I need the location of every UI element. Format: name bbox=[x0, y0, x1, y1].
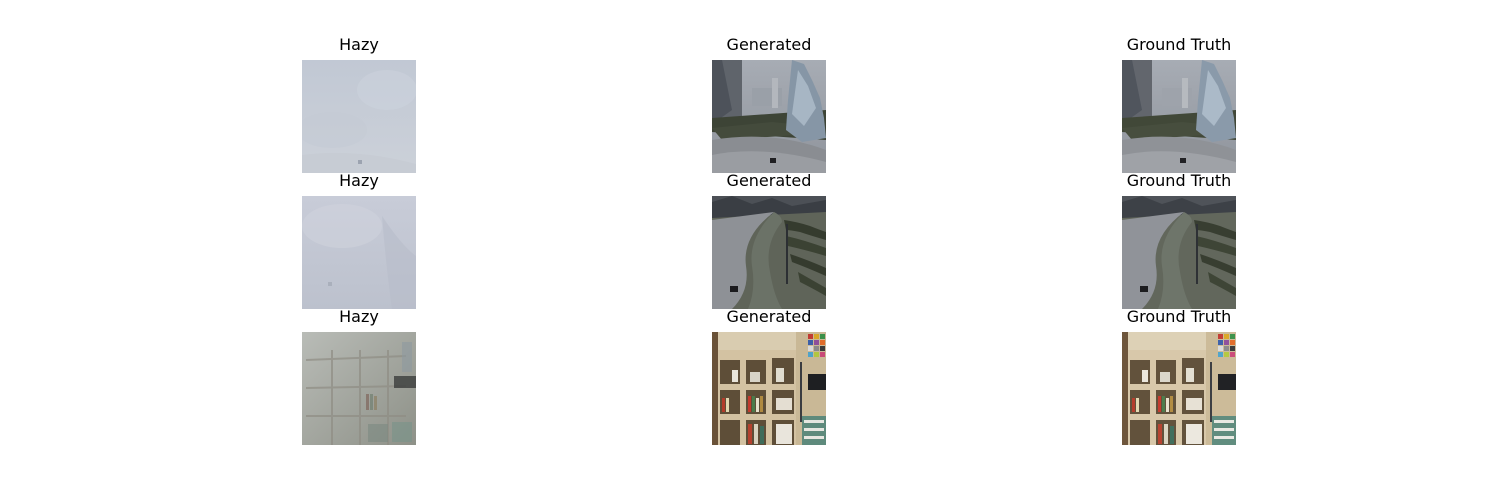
ground-truth-image bbox=[1122, 332, 1236, 445]
ground-truth-image bbox=[1122, 60, 1236, 173]
ground-truth-image bbox=[1122, 196, 1236, 309]
panel-title: Generated bbox=[726, 35, 812, 54]
panel-row1-generated: Generated bbox=[712, 35, 826, 173]
panel-title: Ground Truth bbox=[1126, 171, 1232, 190]
hazy-image bbox=[302, 196, 416, 309]
hazy-image bbox=[302, 60, 416, 173]
panel-title: Ground Truth bbox=[1126, 35, 1232, 54]
generated-image bbox=[712, 332, 826, 445]
panel-title: Hazy bbox=[339, 35, 379, 54]
generated-image bbox=[712, 196, 826, 309]
hazy-image bbox=[302, 332, 416, 445]
panel-title: Ground Truth bbox=[1126, 307, 1232, 326]
panel-row3-ground-truth: Ground Truth bbox=[1122, 307, 1236, 445]
panel-title: Hazy bbox=[339, 307, 379, 326]
panel-row3-generated: Generated bbox=[712, 307, 826, 445]
panel-row1-hazy: Hazy bbox=[302, 35, 416, 173]
panel-row2-ground-truth: Ground Truth bbox=[1122, 171, 1236, 309]
panel-row2-generated: Generated bbox=[712, 171, 826, 309]
panel-title: Hazy bbox=[339, 171, 379, 190]
panel-title: Generated bbox=[726, 171, 812, 190]
panel-row3-hazy: Hazy bbox=[302, 307, 416, 445]
panel-title: Generated bbox=[726, 307, 812, 326]
generated-image bbox=[712, 60, 826, 173]
panel-row2-hazy: Hazy bbox=[302, 171, 416, 309]
panel-row1-ground-truth: Ground Truth bbox=[1122, 35, 1236, 173]
